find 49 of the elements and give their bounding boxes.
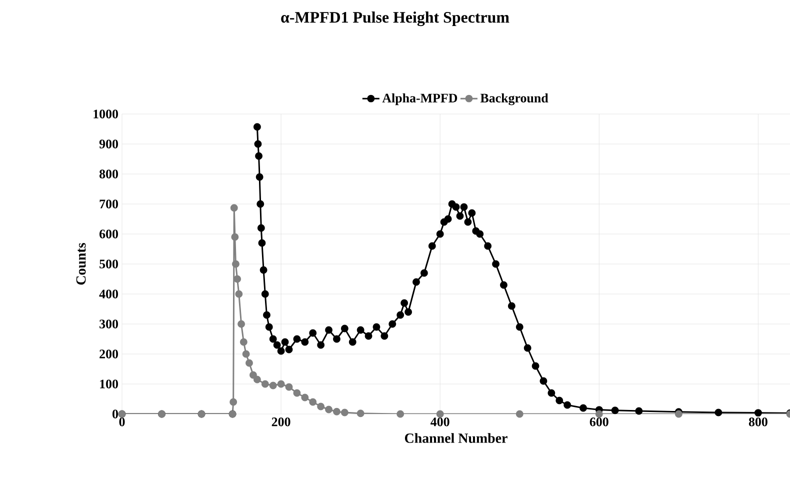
point <box>396 410 404 418</box>
point <box>317 402 325 410</box>
point <box>516 410 524 418</box>
point <box>246 359 253 367</box>
x-tick-label: 0 <box>119 418 125 426</box>
x-tick-label: 600 <box>590 418 608 426</box>
point <box>232 260 240 268</box>
x-tick-label: 400 <box>430 418 450 426</box>
point <box>238 320 246 328</box>
point <box>261 380 269 388</box>
y-tick-label: 900 <box>99 140 118 148</box>
y-axis-title: Counts <box>76 243 86 285</box>
legend-label: Background <box>480 93 548 106</box>
point <box>240 338 248 346</box>
x-tick-label: 800 <box>748 418 768 426</box>
y-tick-label: 1000 <box>94 110 118 118</box>
y-tick-label: 700 <box>100 200 118 208</box>
point <box>230 398 238 406</box>
point <box>356 410 364 418</box>
point <box>231 233 239 241</box>
point <box>301 394 309 402</box>
y-tick-label: 300 <box>100 320 118 328</box>
y-tick-label: 800 <box>99 170 118 178</box>
legend-label: Alpha-MPFD <box>382 93 458 106</box>
point <box>269 382 277 390</box>
point <box>293 389 301 397</box>
chart-title: α-MPFD1 Pulse Height Spectrum <box>281 12 510 26</box>
y-tick-label: 0 <box>112 410 118 418</box>
x-axis-title: Channel Number <box>404 433 508 443</box>
point <box>309 398 317 406</box>
y-tick-label: 200 <box>100 350 118 358</box>
point <box>249 371 257 379</box>
point <box>235 290 243 298</box>
point <box>242 350 250 358</box>
point <box>340 408 348 416</box>
point <box>230 204 238 212</box>
point <box>285 383 293 391</box>
point <box>234 275 242 283</box>
y-tick-label: 400 <box>99 290 118 298</box>
point <box>325 406 333 414</box>
point <box>277 380 285 388</box>
point <box>595 410 603 418</box>
x-tick-label: 200 <box>272 418 290 426</box>
point <box>332 408 340 416</box>
y-tick-label: 500 <box>100 260 118 268</box>
y-tick-label: 100 <box>100 380 118 388</box>
y-tick-label: 600 <box>99 230 118 238</box>
point <box>253 376 261 384</box>
point <box>436 410 444 418</box>
